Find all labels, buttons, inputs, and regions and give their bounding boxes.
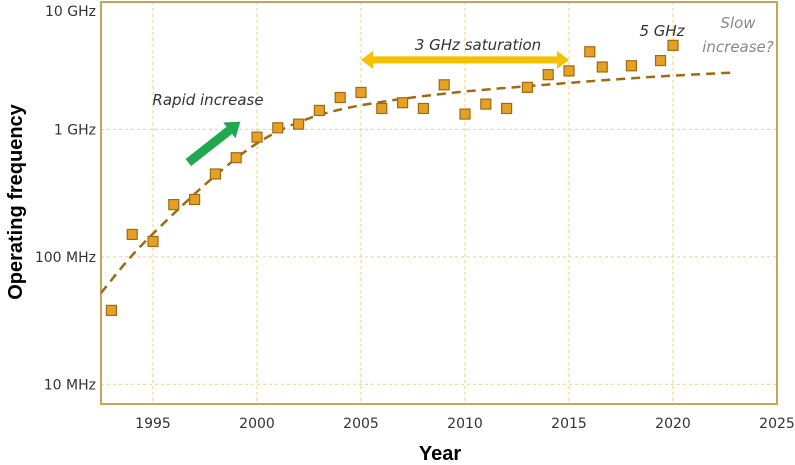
data-point-marker xyxy=(542,69,554,81)
rapid-increase-arrow xyxy=(185,126,233,167)
data-point-marker xyxy=(417,102,429,115)
data-point-marker xyxy=(584,46,596,58)
data-point-marker xyxy=(654,54,667,67)
y-axis-title: Operating frequency xyxy=(5,103,27,299)
x-tick-label: 2020 xyxy=(655,416,691,432)
annotation-5ghz: 5 GHz xyxy=(639,22,685,40)
saturation-arrowhead-right xyxy=(557,50,569,69)
data-point-marker xyxy=(596,61,608,73)
y-tick-label: 1 GHz xyxy=(54,122,96,138)
annotation-3ghz-saturation: 3 GHz saturation xyxy=(415,36,541,54)
x-tick-label: 2015 xyxy=(551,416,587,432)
data-point-marker xyxy=(334,91,346,104)
data-point-marker xyxy=(355,86,367,99)
grid-lines xyxy=(101,2,777,404)
data-point-marker xyxy=(376,102,388,115)
trend-line xyxy=(100,71,737,294)
data-point-marker xyxy=(563,65,575,77)
y-tick-label: 10 GHz xyxy=(45,4,96,20)
data-point-marker xyxy=(126,228,138,241)
data-point-marker xyxy=(209,168,221,180)
rapid-increase-arrowhead xyxy=(223,121,241,139)
annotation-increase: increase? xyxy=(702,38,774,56)
x-tick-labels: 1995 2000 2005 2010 2015 2020 2025 xyxy=(135,416,795,432)
data-point-marker xyxy=(313,104,325,117)
x-axis-title: Year xyxy=(419,443,461,465)
data-point-marker xyxy=(272,122,284,134)
data-point-marker xyxy=(230,152,242,164)
x-tick-label: 2010 xyxy=(447,416,483,432)
annotation-rapid-increase: Rapid increase xyxy=(152,91,263,109)
annotation-arrows xyxy=(185,50,569,167)
data-point-marker xyxy=(459,108,471,120)
data-point-marker xyxy=(521,81,534,93)
x-tick-label: 1995 xyxy=(135,416,171,432)
data-point-marker xyxy=(438,79,450,91)
data-point-marker xyxy=(105,304,118,316)
data-point-marker xyxy=(667,39,679,51)
data-point-marker xyxy=(147,235,159,248)
data-point-marker xyxy=(625,60,638,72)
y-tick-label: 100 MHz xyxy=(35,250,96,266)
plot-frame xyxy=(100,1,778,405)
saturation-arrowhead-left xyxy=(361,50,373,69)
y-tick-label: 10 MHz xyxy=(44,377,96,393)
data-points xyxy=(105,39,679,316)
data-point-marker xyxy=(189,193,201,206)
data-point-marker xyxy=(501,102,513,115)
x-tick-label: 2025 xyxy=(759,416,795,432)
y-tick-labels: 10 MHz 100 MHz 1 GHz 10 GHz xyxy=(35,4,96,393)
data-point-marker xyxy=(480,98,492,110)
annotation-slow: Slow xyxy=(720,14,756,32)
data-point-marker xyxy=(293,118,305,130)
x-tick-label: 2000 xyxy=(239,416,275,432)
data-point-marker xyxy=(397,97,409,109)
data-point-marker xyxy=(168,199,180,211)
x-tick-label: 2005 xyxy=(343,416,379,432)
data-point-marker xyxy=(251,131,263,143)
